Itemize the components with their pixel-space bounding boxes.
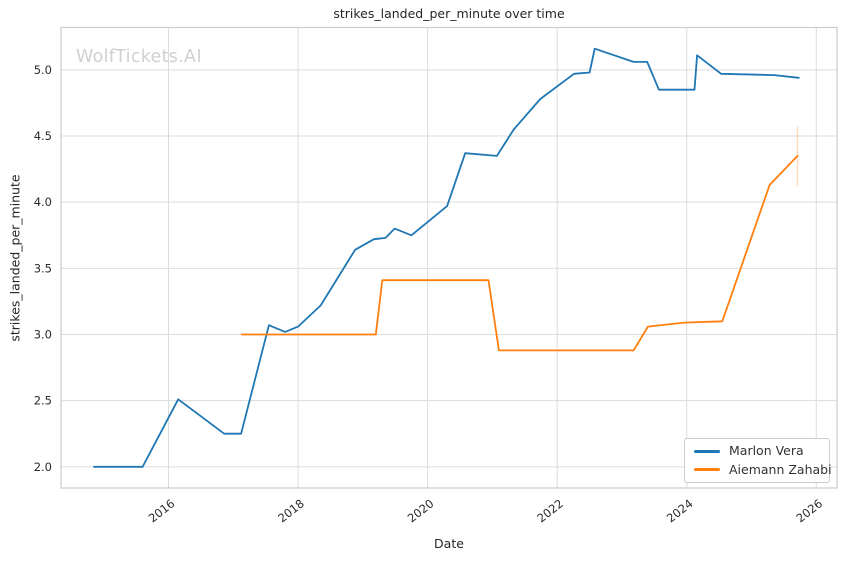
series-line-aiemann-zahabi (240, 155, 799, 352)
y-tick-label: 3.0 (34, 328, 52, 342)
x-tick-label: 2016 (146, 496, 178, 525)
x-axis-label: Date (434, 536, 464, 551)
x-tick-label: 2024 (664, 496, 696, 525)
legend-line-swatch-blue (694, 449, 720, 453)
legend-entry-marlon-vera: Marlon Vera (694, 443, 819, 458)
legend-line-swatch-orange (694, 468, 720, 472)
y-tick-label: 2.0 (34, 460, 52, 474)
legend-label: Marlon Vera (729, 443, 804, 458)
y-tick-label: 2.5 (34, 394, 52, 408)
legend-label: Aiemann Zahabi (729, 461, 832, 477)
y-tick-label: 4.0 (34, 195, 52, 209)
series-line-marlon-vera (93, 47, 800, 468)
y-tick-label: 4.5 (34, 129, 52, 143)
watermark-text: WolfTickets.AI (76, 47, 202, 67)
x-tick-label: 2018 (275, 496, 307, 525)
chart-title: strikes_landed_per_minute over time (333, 6, 565, 21)
x-tick-label: 2026 (793, 496, 825, 525)
y-tick-label: 5.0 (34, 63, 52, 77)
legend-entry-aiemann-zahabi: Aiemann Zahabi (694, 463, 832, 477)
legend: Marlon Vera Aiemann Zahabi (684, 438, 832, 483)
plot-border (60, 26, 838, 489)
x-tick-label: 2022 (534, 496, 566, 525)
y-tick-label: 3.5 (34, 261, 52, 275)
y-axis-label: strikes_landed_per_minute (7, 174, 23, 342)
x-tick-label: 2020 (405, 496, 437, 525)
